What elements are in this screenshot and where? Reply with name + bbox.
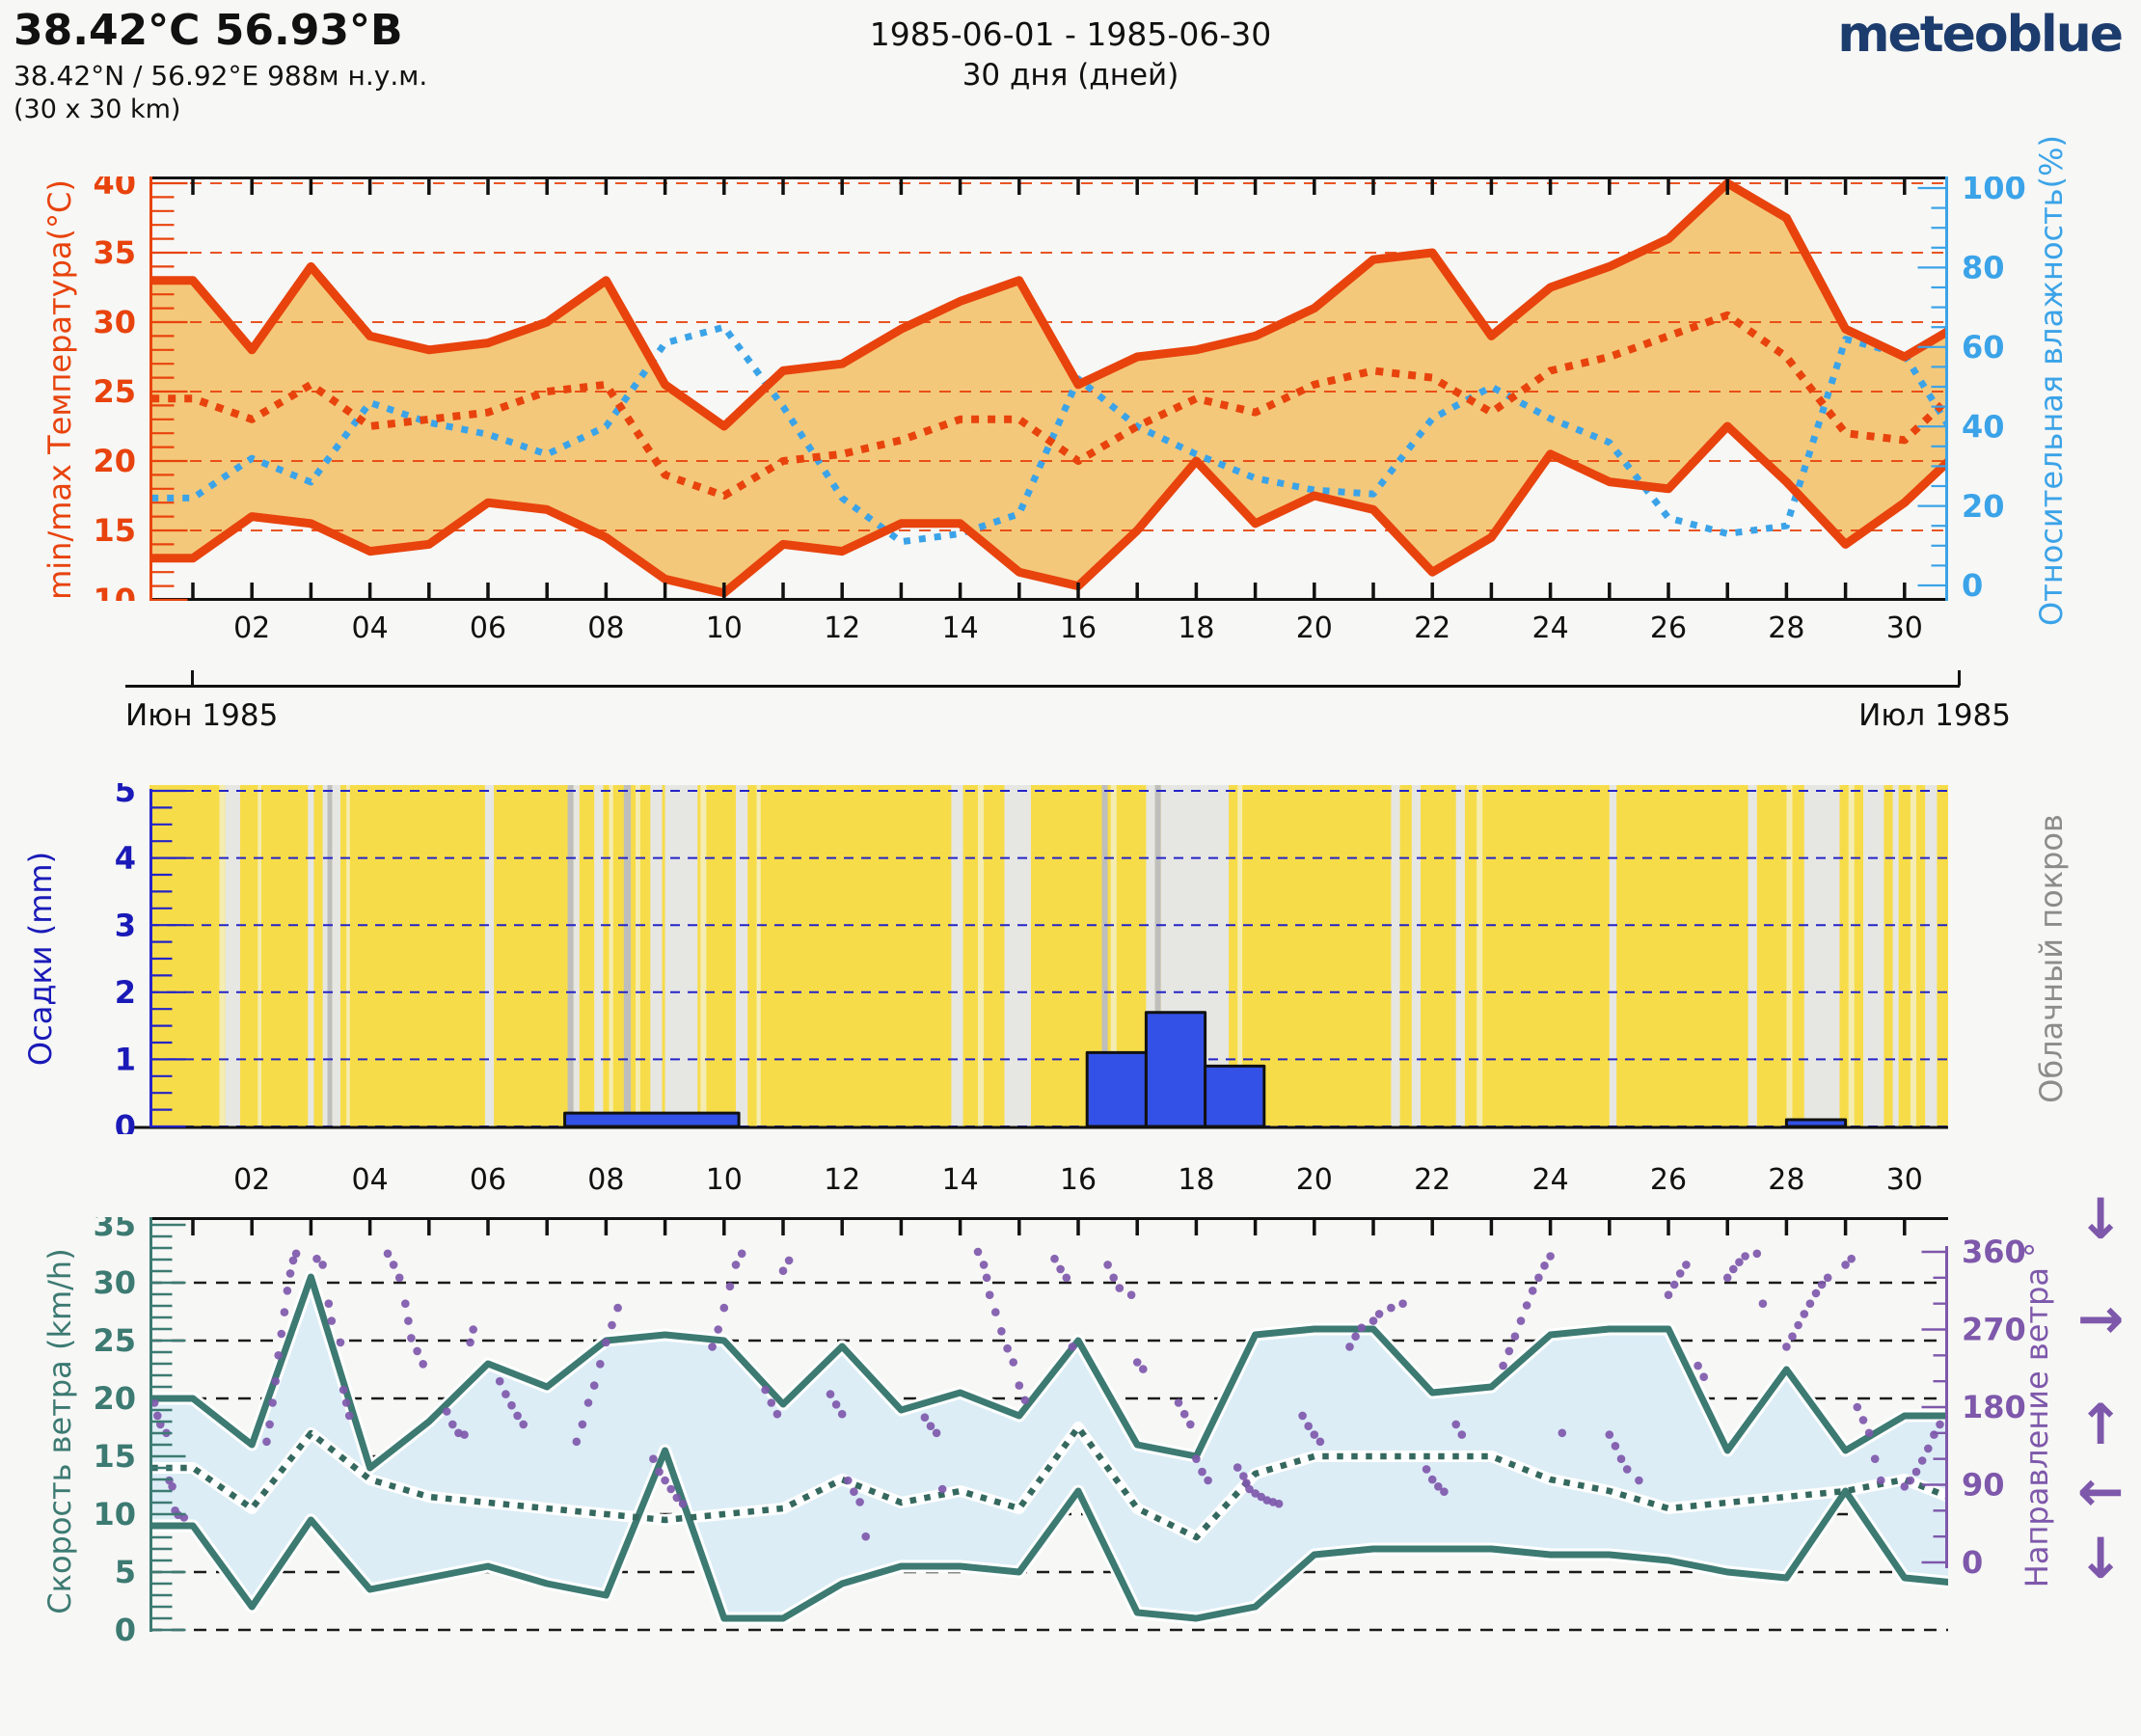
month-label-right: Июл 1985 <box>1858 698 2011 733</box>
svg-text:2: 2 <box>115 974 136 1011</box>
wind-direction-arrow-icon: ↑ <box>2076 1392 2125 1457</box>
svg-text:80: 80 <box>1962 250 2005 286</box>
svg-text:0: 0 <box>1962 567 1983 601</box>
meteoblue-logo[interactable]: meteoblue <box>1837 6 2124 64</box>
x-axis-day-label: 12 <box>824 611 861 645</box>
x-axis-day-label: 22 <box>1414 1163 1451 1197</box>
svg-text:35: 35 <box>93 234 136 271</box>
x-axis-day-label: 04 <box>351 611 389 645</box>
x-axis-day-label: 30 <box>1885 1163 1923 1197</box>
x-axis-day-label: 26 <box>1649 1163 1688 1197</box>
x-axis-day-label: 12 <box>824 1163 861 1197</box>
duration-subtitle: 30 дня (дней) <box>962 58 1179 93</box>
month-tick-june <box>191 670 194 686</box>
svg-text:5: 5 <box>115 783 136 809</box>
svg-text:1: 1 <box>115 1042 136 1078</box>
svg-text:0: 0 <box>115 1612 136 1647</box>
header-coordinates: 38.42°N / 56.92°E 988м н.у.м. <box>14 60 428 92</box>
header-area: (30 x 30 km) <box>14 95 181 124</box>
svg-text:20: 20 <box>93 443 136 479</box>
x-axis-day-label: 30 <box>1885 611 1923 645</box>
svg-text:10: 10 <box>93 582 136 601</box>
x-axis-day-label: 28 <box>1768 611 1805 645</box>
svg-text:25: 25 <box>93 1322 136 1359</box>
svg-text:10: 10 <box>93 1496 136 1533</box>
x-axis-day-label: 24 <box>1531 1163 1569 1197</box>
wind-direction-arrow-icon: ← <box>2076 1458 2125 1524</box>
svg-text:25: 25 <box>93 373 136 410</box>
wind-direction-arrow-icon: ↓ <box>2076 1526 2125 1591</box>
temperature-humidity-chart: 10 15 20 25 30 35 40 0 20 40 60 80 100 <box>93 176 2026 601</box>
svg-text:4: 4 <box>115 840 136 877</box>
x-axis-day-label: 08 <box>587 611 625 645</box>
x-axis-day-label: 18 <box>1178 611 1215 645</box>
svg-text:60: 60 <box>1962 329 2005 366</box>
x-axis-day-label: 14 <box>941 1163 979 1197</box>
period-title: 1985-06-01 - 1985-06-30 <box>869 15 1272 53</box>
svg-text:0: 0 <box>115 1108 136 1134</box>
precipitation-cloud-chart: 0 1 2 3 4 5 <box>115 783 1948 1134</box>
x-axis-day-label: 10 <box>705 611 743 645</box>
x-axis-day-label: 24 <box>1531 611 1569 645</box>
svg-text:15: 15 <box>93 512 136 549</box>
wind-direction-arrow-icon: ↓ <box>2076 1186 2125 1252</box>
x-axis-day-label: 14 <box>941 611 979 645</box>
svg-text:30: 30 <box>93 304 136 340</box>
x-axis-day-label: 16 <box>1059 611 1098 645</box>
x-axis-day-label: 16 <box>1059 1163 1098 1197</box>
x-axis-day-label: 28 <box>1768 1163 1805 1197</box>
svg-text:180: 180 <box>1962 1389 2026 1425</box>
wind-chart: 0 5 10 15 20 25 30 35 0 90 180 270 360 <box>93 1217 2026 1647</box>
svg-text:100: 100 <box>1962 176 2026 206</box>
svg-text:20: 20 <box>1962 488 2005 525</box>
svg-text:40: 40 <box>1962 408 2005 445</box>
x-axis-day-label: 02 <box>233 611 271 645</box>
svg-text:3: 3 <box>115 907 136 943</box>
x-axis-day-label: 06 <box>469 611 507 645</box>
svg-text:5: 5 <box>115 1554 136 1590</box>
svg-text:20: 20 <box>93 1380 136 1417</box>
page-title: 38.42°C 56.93°В <box>14 6 403 55</box>
x-axis-day-label: 22 <box>1414 611 1451 645</box>
svg-text:40: 40 <box>93 176 136 202</box>
svg-text:0: 0 <box>1962 1544 1983 1581</box>
x-axis-day-label: 02 <box>233 1163 271 1197</box>
svg-text:270: 270 <box>1962 1312 2026 1348</box>
svg-text:360: 360 <box>1962 1234 2026 1270</box>
month-axis <box>125 685 1960 688</box>
svg-text:15: 15 <box>93 1438 136 1475</box>
svg-text:30: 30 <box>93 1264 136 1301</box>
x-axis-day-label: 26 <box>1649 611 1688 645</box>
month-tick-july <box>1958 670 1961 686</box>
x-axis-day-label: 08 <box>587 1163 625 1197</box>
wind-direction-arrow-icon: → <box>2076 1286 2125 1351</box>
month-label-left: Июн 1985 <box>125 698 279 733</box>
x-axis-day-label: 10 <box>705 1163 743 1197</box>
svg-text:90: 90 <box>1962 1467 2005 1504</box>
x-axis-day-label: 20 <box>1295 611 1333 645</box>
x-axis-day-label: 04 <box>351 1163 389 1197</box>
x-axis-day-label: 18 <box>1178 1163 1215 1197</box>
x-axis-day-label: 06 <box>469 1163 507 1197</box>
svg-text:35: 35 <box>93 1217 136 1243</box>
x-axis-day-label: 20 <box>1295 1163 1333 1197</box>
